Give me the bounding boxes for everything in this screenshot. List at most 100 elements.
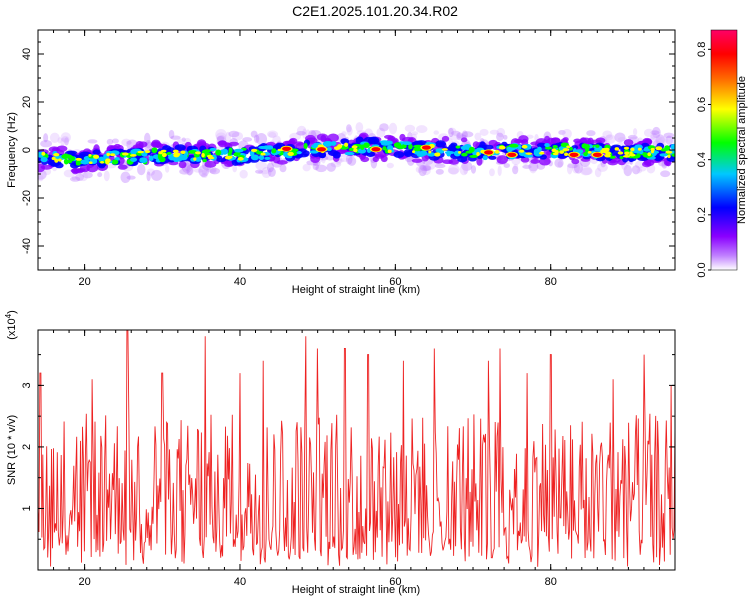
spectrogram-blob [494, 149, 500, 154]
spectrogram-y-tick-label: 40 [21, 48, 33, 60]
spectrogram-halo-blob [557, 161, 563, 168]
spectrogram-halo-blob [631, 165, 641, 175]
spectrogram-halo-blob [554, 158, 564, 168]
spectrogram-halo-blob [60, 132, 71, 143]
spectrogram-halo-blob [650, 135, 663, 141]
spectrogram-blob [488, 155, 497, 160]
spectrogram-blob [54, 158, 59, 163]
spectrogram-blob [587, 151, 592, 154]
spectrogram-halo-blob [447, 167, 459, 175]
colorbar-label: Normalized spectral amplitude [736, 76, 748, 224]
spectrogram-blob [628, 153, 636, 157]
spectrogram-blob [539, 151, 545, 155]
spectrogram-halo-blob [347, 156, 357, 166]
spectrogram-blob [393, 142, 402, 148]
spectrogram-halo-blob [181, 137, 186, 142]
spectrogram-blob [387, 149, 392, 154]
spectrogram-blob [619, 155, 624, 160]
spectrogram-halo-blob [461, 130, 468, 139]
spectrogram-blob [583, 151, 588, 156]
spectrogram-hotspot [569, 152, 579, 157]
spectrogram-blob [297, 153, 309, 158]
spectrogram-halo-blob [267, 167, 276, 178]
spectrogram-halo-blob [232, 164, 238, 173]
spectrogram-blob [554, 149, 559, 155]
spectrogram-blob [603, 147, 610, 152]
spectrogram-blob [237, 157, 244, 161]
spectrogram-halo-blob [503, 134, 508, 140]
spectrogram-blob [363, 142, 370, 149]
spectrogram-blob [506, 146, 513, 153]
spectrogram-halo-blob [605, 134, 616, 144]
spectrogram-halo-blob [205, 168, 217, 173]
spectrogram-blob [106, 152, 111, 157]
spectrogram-blob [671, 153, 675, 157]
spectrogram-halo-blob [496, 127, 506, 138]
spectrogram-blob [595, 144, 600, 148]
spectrogram-blob [260, 152, 266, 156]
spectrogram-halo-blob [448, 127, 454, 138]
colorbar-tick-label: 0.2 [696, 207, 708, 222]
spectrogram-halo-blob [345, 153, 353, 165]
spectrogram-blob [411, 158, 423, 163]
spectrogram-halo-blob [567, 163, 578, 169]
spectrogram-hotspot [282, 146, 292, 151]
spectrogram-blob [457, 155, 468, 163]
spectrogram-halo-blob [670, 138, 675, 144]
spectrogram-blob [609, 155, 616, 159]
spectrogram-blob [383, 134, 394, 139]
spectrogram-halo-blob [82, 172, 93, 179]
spectrogram-blob [216, 158, 227, 163]
spectrogram-blob [562, 148, 569, 152]
spectrogram-blob [513, 139, 524, 144]
spectrogram-halo-blob [38, 175, 44, 182]
spectrogram-blob [40, 164, 53, 170]
spectrogram-halo-blob [456, 132, 464, 141]
spectrogram-blob [533, 148, 541, 155]
colorbar-tick-label: 0.6 [696, 97, 708, 112]
spectrogram-blob [266, 145, 274, 150]
spectrogram-blob [75, 162, 81, 166]
spectrogram-blob [193, 157, 197, 161]
spectrogram-blob [129, 153, 137, 157]
spectrogram-halo-blob [416, 125, 428, 134]
spectrogram-halo-blob [637, 166, 647, 172]
spectrogram-blob [233, 148, 244, 153]
spectrogram-blob [330, 141, 337, 146]
spectrogram-blob [401, 136, 414, 143]
spectrogram-blob [88, 154, 92, 157]
spectrogram-blob [166, 151, 172, 156]
spectrogram-blob [455, 145, 461, 149]
spectrogram-blob [655, 146, 663, 151]
spectrogram-halo-blob [447, 127, 457, 135]
spectrogram-halo-blob [239, 169, 248, 179]
spectrogram-halo-blob [120, 171, 131, 184]
spectrogram-blob [161, 152, 167, 158]
spectrogram-halo-blob [463, 162, 469, 175]
spectrogram-blob [52, 147, 59, 152]
spectrogram-blob [665, 150, 673, 154]
spectrogram-blob [296, 151, 302, 155]
spectrogram-hotspot [592, 152, 602, 157]
spectrogram-blob [287, 151, 294, 157]
snr-x-tick-label: 80 [545, 576, 557, 588]
spectrogram-halo-blob [302, 128, 307, 139]
spectrogram-halo-blob [179, 168, 190, 175]
spectrogram-blob [111, 159, 119, 165]
spectrogram-halo-blob [231, 131, 244, 141]
spectrogram-halo-blob [663, 132, 675, 139]
spectrogram-halo-blob [562, 128, 572, 139]
spectrogram-halo-blob [529, 161, 538, 174]
spectrogram-blob [623, 155, 630, 158]
spectrogram-blob [51, 156, 56, 161]
spectrogram-blob [441, 148, 448, 151]
spectrogram-blob [92, 149, 101, 155]
spectrogram-halo-blob [302, 163, 311, 172]
snr-series-line [38, 330, 675, 567]
spectrogram-halo-blob [183, 164, 195, 176]
spectrogram-blob [461, 152, 468, 157]
spectrogram-halo-blob [64, 137, 69, 146]
spectrogram-blob [201, 153, 205, 158]
spectrogram-blob [318, 152, 326, 159]
snr-y-multiplier: (x104) [4, 310, 18, 340]
